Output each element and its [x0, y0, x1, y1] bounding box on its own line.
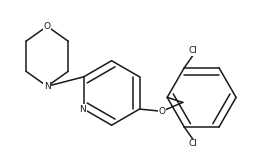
- Text: O: O: [158, 107, 165, 116]
- Text: Cl: Cl: [189, 139, 198, 148]
- Text: Cl: Cl: [189, 46, 198, 55]
- Text: O: O: [44, 22, 51, 31]
- Text: N: N: [79, 105, 86, 114]
- Text: N: N: [44, 82, 51, 91]
